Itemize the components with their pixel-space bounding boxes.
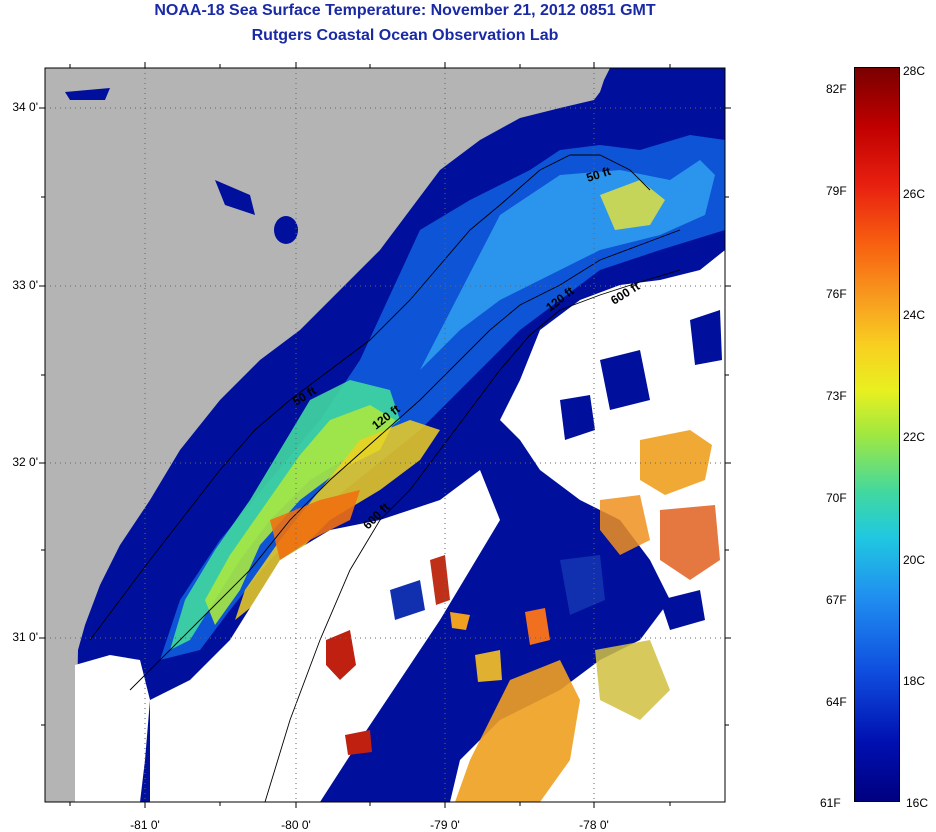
colorbar-c-label: 20C xyxy=(903,553,926,567)
ocean-blob xyxy=(560,395,595,440)
lat-label: 33 0' xyxy=(12,278,38,292)
colorbar-c-label: 24C xyxy=(903,308,926,322)
gulf-stream-warm xyxy=(600,495,650,555)
cloud-area xyxy=(150,470,500,802)
lower-left-cloud xyxy=(75,655,150,802)
colorbar-f-label: 64F xyxy=(826,695,847,709)
lon-label: -78 0' xyxy=(579,818,609,832)
lat-label: 31 0' xyxy=(12,630,38,644)
inland-lake xyxy=(274,216,298,244)
gulf-stream-warm xyxy=(455,660,580,802)
hot-spot xyxy=(430,555,450,605)
gulf-stream-warm xyxy=(660,505,720,580)
inland-lake xyxy=(215,180,255,215)
colorbar-f-label: 73F xyxy=(826,389,847,403)
lat-label: 34 0' xyxy=(12,100,38,114)
colorbar-f-label: 82F xyxy=(826,82,847,96)
depth-contour-50ft xyxy=(89,154,651,641)
warm-patch xyxy=(600,180,665,230)
chart-title: NOAA-18 Sea Surface Temperature: Novembe… xyxy=(154,2,656,19)
lon-label: -81 0' xyxy=(130,818,160,832)
colorbar-f-label: 76F xyxy=(826,287,847,301)
gulf-stream-warm xyxy=(595,640,670,720)
chart-subtitle: Rutgers Coastal Ocean Observation Lab xyxy=(251,27,559,44)
colorbar-f-label: 61F xyxy=(820,796,841,810)
ocean-blob xyxy=(560,555,605,615)
ocean-blob xyxy=(500,530,528,570)
colorbar-c-label: 22C xyxy=(903,430,926,444)
colorbar-c-label: 16C xyxy=(906,796,929,810)
lon-label: -79 0' xyxy=(430,818,460,832)
hot-spot xyxy=(345,730,372,755)
colorbar-c-label: 28C xyxy=(903,64,926,78)
ocean-blob xyxy=(690,310,722,365)
inland-lake xyxy=(65,88,110,100)
warm-patch xyxy=(450,612,470,630)
axis-ticks xyxy=(39,62,731,808)
lon-label: -80 0' xyxy=(281,818,311,832)
warm-patch xyxy=(475,650,502,682)
ocean-blob xyxy=(600,350,650,410)
ocean-blob xyxy=(660,590,705,630)
colorbar-f-label: 70F xyxy=(826,491,847,505)
hot-spot xyxy=(326,630,356,680)
mid-shelf-band xyxy=(235,420,440,620)
graticule xyxy=(45,68,725,802)
hot-spot xyxy=(525,608,550,645)
depth-contour-600ft xyxy=(264,269,681,802)
colorbar xyxy=(854,67,900,802)
map-frame xyxy=(44,67,726,803)
ocean-blob xyxy=(390,580,425,620)
gulf-stream-warm xyxy=(270,490,360,560)
lat-label: 32 0' xyxy=(12,455,38,469)
depth-contour-120ft xyxy=(129,229,681,691)
colorbar-c-label: 26C xyxy=(903,187,926,201)
land-area xyxy=(45,68,610,802)
colorbar-f-label: 67F xyxy=(826,593,847,607)
colorbar-c-label: 18C xyxy=(903,674,926,688)
colorbar-f-label: 79F xyxy=(826,184,847,198)
